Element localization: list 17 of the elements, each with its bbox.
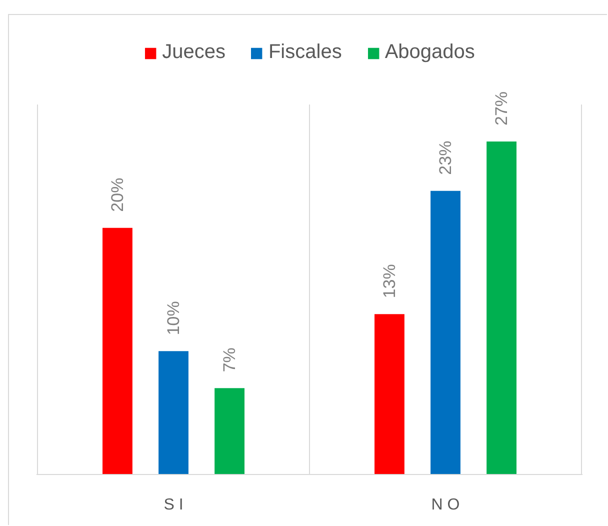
data-label: 7% <box>220 348 240 372</box>
x-tick-label: N O <box>431 496 460 514</box>
data-label: 13% <box>380 264 399 298</box>
data-label: 27% <box>492 91 512 126</box>
bar <box>214 388 244 474</box>
x-tick-label: S I <box>164 496 184 514</box>
bar <box>102 228 132 474</box>
data-label: 10% <box>164 301 183 336</box>
bar <box>158 351 188 474</box>
legend-label: Jueces <box>162 41 226 64</box>
legend-label: Fiscales <box>268 41 342 64</box>
data-label: 20% <box>108 178 127 212</box>
bar <box>430 190 460 474</box>
bar <box>486 142 516 474</box>
data-label: 23% <box>436 140 455 175</box>
bar <box>374 314 404 474</box>
legend-label: Abogados <box>384 41 475 64</box>
